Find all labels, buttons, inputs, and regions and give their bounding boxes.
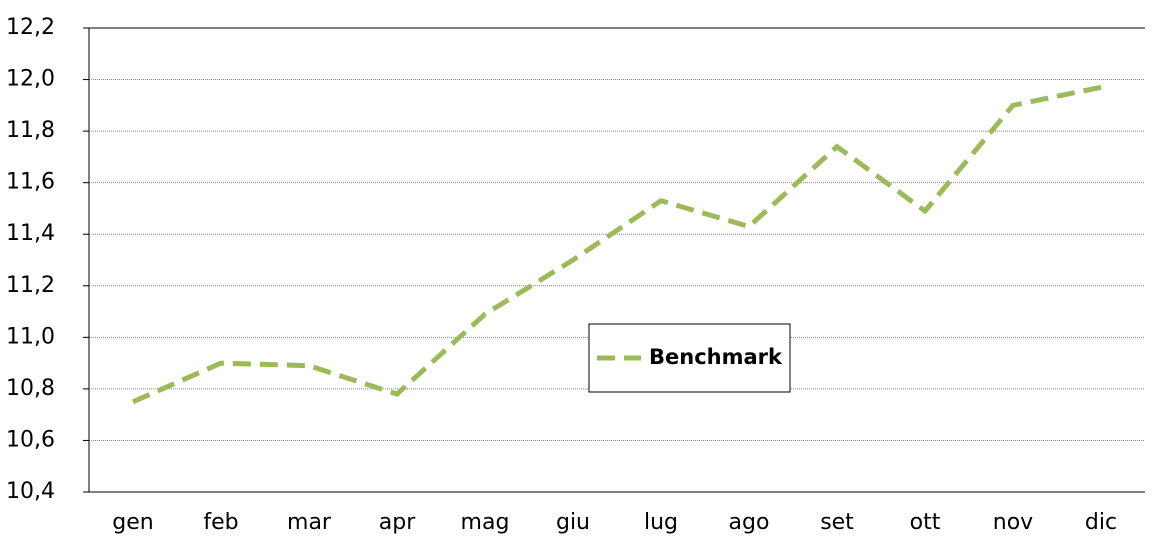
- x-tick-label: lug: [644, 510, 678, 535]
- y-tick-label: 11,2: [6, 273, 55, 298]
- legend-box: [588, 323, 791, 393]
- y-tick-label: 11,0: [6, 324, 55, 349]
- y-tick-label: 10,6: [6, 427, 55, 452]
- y-tick-label: 10,8: [6, 376, 55, 401]
- x-tick-label: ott: [910, 510, 941, 535]
- x-tick-label: mar: [287, 510, 332, 535]
- x-tick-label: gen: [112, 510, 153, 535]
- y-tick-label: 11,6: [6, 170, 55, 195]
- legend-label: Benchmark: [649, 345, 783, 369]
- x-tick-label: nov: [993, 510, 1033, 535]
- x-tick-label: giu: [556, 510, 590, 535]
- line-series: [131, 84, 1102, 405]
- x-tick-label: mag: [461, 510, 510, 535]
- y-tick-label: 12,0: [6, 67, 55, 92]
- x-tick-label: dic: [1085, 510, 1117, 535]
- x-tick-label: apr: [379, 510, 416, 535]
- x-tick-label: feb: [203, 510, 238, 535]
- x-tick-label: set: [820, 510, 854, 535]
- y-tick-label: 10,4: [6, 479, 55, 504]
- y-tick-label: 11,4: [6, 221, 55, 246]
- x-tick-label: ago: [729, 510, 770, 535]
- y-tick-label: 11,8: [6, 118, 55, 143]
- y-tick-label: 12,2: [6, 15, 55, 40]
